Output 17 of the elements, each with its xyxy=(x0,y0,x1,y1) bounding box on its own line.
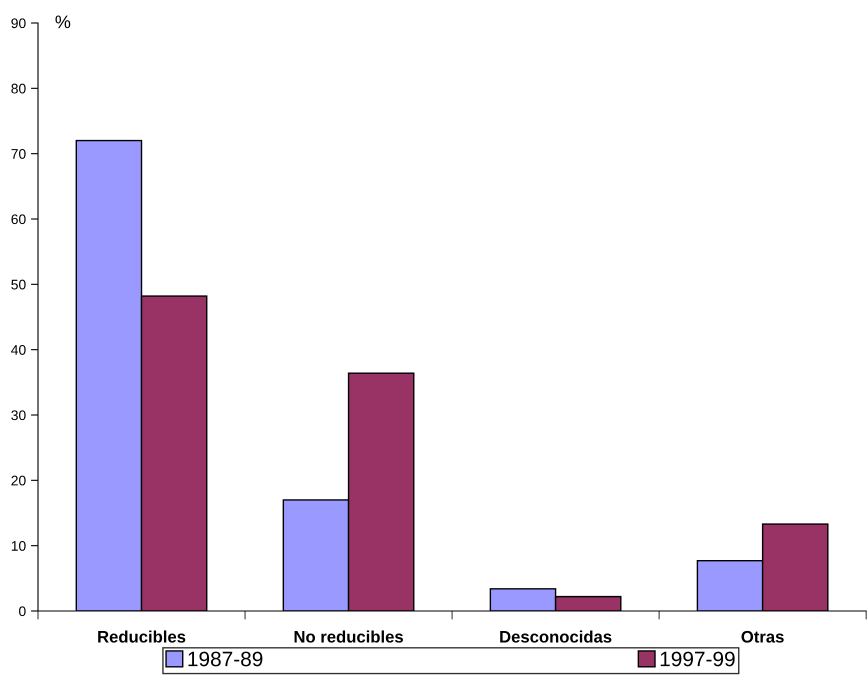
y-tick-label: 30 xyxy=(11,410,26,420)
x-tick-label: Reducibles xyxy=(98,630,186,643)
y-axis-title: % xyxy=(55,16,70,28)
y-tick-label: 0 xyxy=(19,606,26,616)
y-tick-label: 50 xyxy=(11,280,26,290)
y-tick-label: 70 xyxy=(11,149,26,159)
x-tick-label: Otras xyxy=(742,630,784,643)
y-tick-label: 60 xyxy=(11,214,26,224)
y-tick-label: 20 xyxy=(11,476,26,486)
y-tick-label: 40 xyxy=(11,345,26,355)
legend-label: 1987-89 xyxy=(188,652,262,666)
x-tick-label: Desconocidas xyxy=(500,630,612,643)
y-tick-label: 90 xyxy=(11,18,26,28)
y-tick-label: 80 xyxy=(11,84,26,94)
legend-label: 1997-99 xyxy=(660,652,735,666)
y-tick-label: 10 xyxy=(12,541,26,551)
x-tick-label: No reducibles xyxy=(294,630,403,643)
